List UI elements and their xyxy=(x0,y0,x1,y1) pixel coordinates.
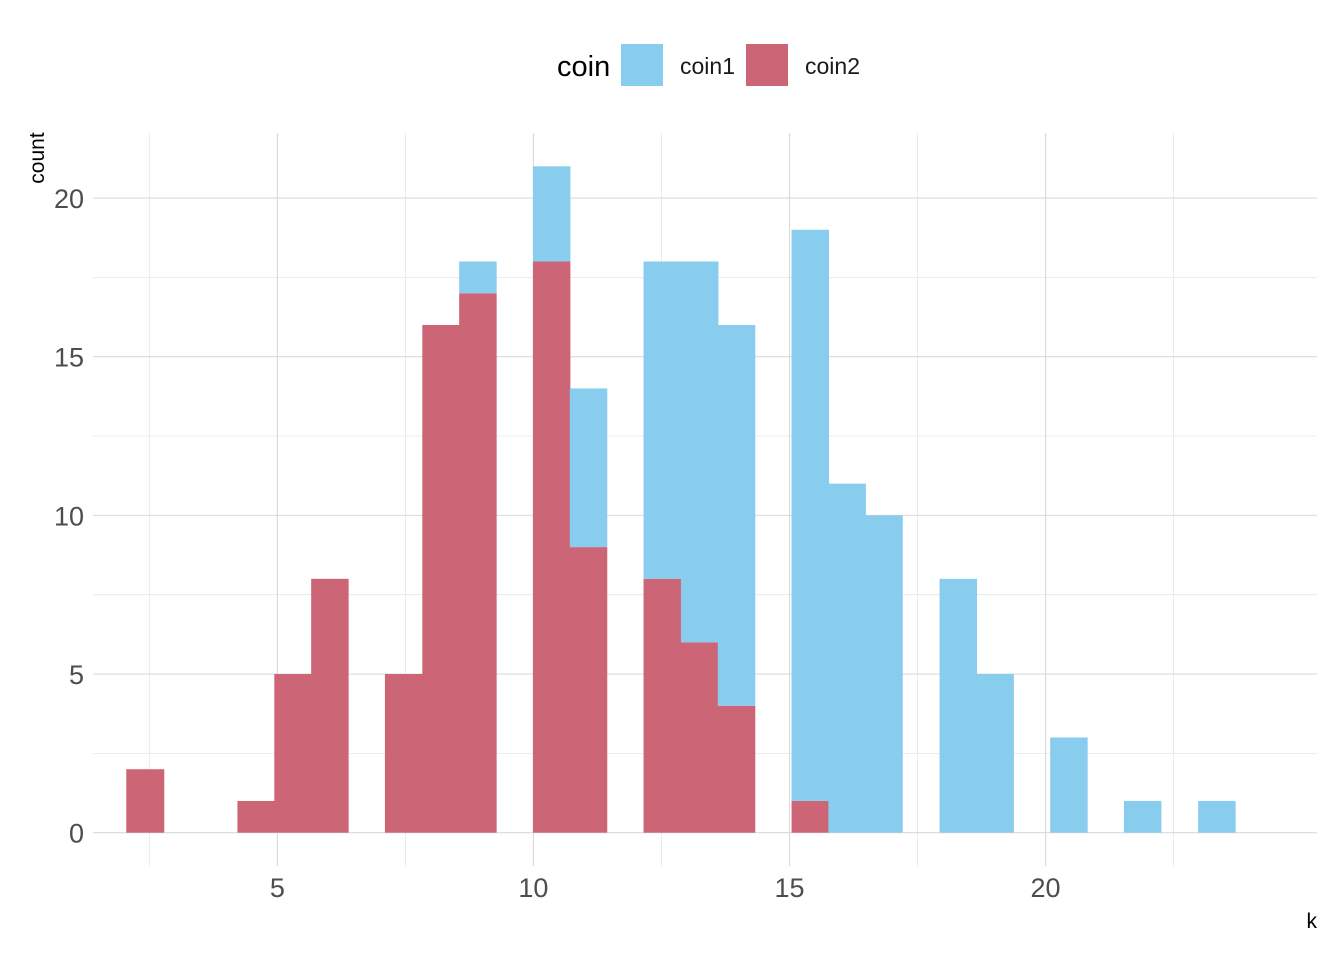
bar-coin1 xyxy=(1198,800,1236,833)
bar-coin2 xyxy=(237,800,275,833)
bar-coin1 xyxy=(1123,800,1162,833)
legend-key-coin2 xyxy=(746,44,788,86)
bar-coin2 xyxy=(532,261,571,833)
x-tick-label: 10 xyxy=(518,873,548,903)
bar-coin2 xyxy=(643,578,682,833)
bars xyxy=(126,166,1236,833)
x-axis-title: k xyxy=(1307,910,1318,933)
legend-title: coin xyxy=(557,51,610,83)
bar-coin2 xyxy=(422,324,460,833)
y-tick-label: 5 xyxy=(69,660,84,690)
bar-coin2 xyxy=(680,642,719,833)
bar-coin1 xyxy=(643,261,682,579)
bar-coin2 xyxy=(791,800,830,833)
y-axis-title: count xyxy=(26,132,49,184)
x-tick-label: 20 xyxy=(1031,873,1061,903)
bar-coin1 xyxy=(1050,737,1088,833)
bar-coin1 xyxy=(680,261,719,643)
bar-coin1 xyxy=(976,674,1014,833)
bar-coin1 xyxy=(717,324,756,706)
legend: coin coin1 coin2 xyxy=(557,44,860,86)
legend-label-coin2: coin2 xyxy=(805,53,860,79)
y-tick-label: 0 xyxy=(69,819,84,849)
bar-coin2 xyxy=(126,769,165,833)
y-axis-ticks: 0 5 10 15 20 xyxy=(54,184,84,849)
x-axis-ticks: 5 10 15 20 xyxy=(270,873,1061,903)
bar-coin2 xyxy=(274,674,312,833)
bar-coin2 xyxy=(717,705,756,833)
legend-key-coin1 xyxy=(621,44,663,86)
bar-coin1 xyxy=(791,229,830,801)
bar-coin2 xyxy=(569,547,608,833)
y-tick-label: 15 xyxy=(54,343,84,373)
bar-coin2 xyxy=(459,293,497,833)
y-tick-label: 20 xyxy=(54,184,84,214)
bar-coin2 xyxy=(311,578,349,833)
x-tick-label: 5 xyxy=(270,873,285,903)
bar-coin2 xyxy=(384,674,423,833)
bar-coin1 xyxy=(865,515,903,833)
bar-coin1 xyxy=(828,483,866,833)
x-tick-label: 15 xyxy=(774,873,804,903)
bar-coin1 xyxy=(459,261,497,294)
legend-label-coin1: coin1 xyxy=(680,53,735,79)
bar-coin1 xyxy=(532,166,571,262)
bar-coin1 xyxy=(939,578,978,833)
bar-coin1 xyxy=(569,388,608,548)
y-tick-label: 10 xyxy=(54,501,84,531)
